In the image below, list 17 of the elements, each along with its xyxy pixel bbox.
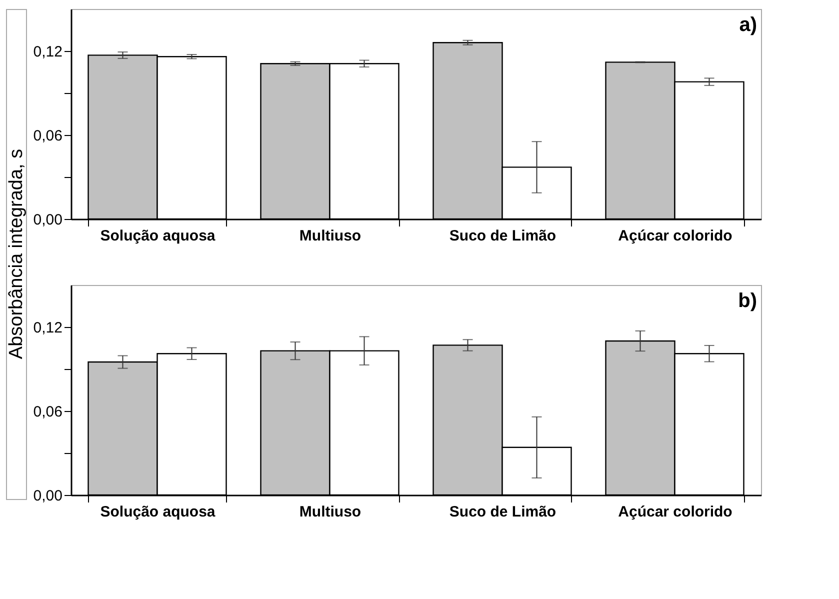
annotation: b) — [738, 290, 757, 312]
annotation: a) — [739, 14, 757, 36]
x-tick-label: Suco de Limão — [449, 504, 556, 520]
y-tick-label: 0,12 — [33, 44, 62, 60]
x-tick-label: Suco de Limão — [449, 228, 556, 244]
x-tick-label: Solução aquosa — [100, 228, 216, 244]
y-tick-label: 0,00 — [33, 488, 62, 504]
y-axis-title: Absorbância integrada, s — [6, 148, 27, 360]
x-tick-label: Solução aquosa — [100, 504, 216, 520]
x-tick-label: Multiuso — [299, 228, 362, 244]
x-tick-label: Multiuso — [299, 504, 362, 520]
x-tick-label: Açúcar colorido — [618, 228, 732, 244]
y-tick-label: 0,06 — [33, 404, 62, 420]
y-tick-label: 0,12 — [33, 320, 62, 336]
x-tick-label: Açúcar colorido — [618, 504, 732, 520]
y-tick-label: 0,06 — [33, 128, 62, 144]
y-tick-label: 0,00 — [33, 212, 62, 228]
